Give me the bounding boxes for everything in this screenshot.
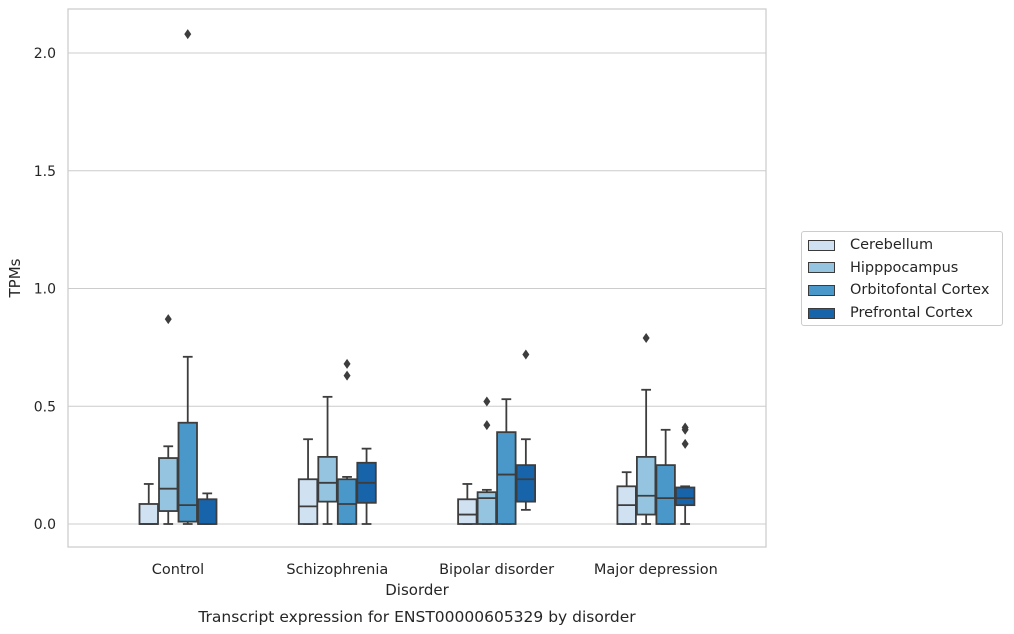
box-0-0: [138, 483, 159, 525]
box-2-0: [457, 483, 478, 525]
box-0-3: [197, 492, 218, 525]
box-body: [515, 464, 536, 503]
box-body: [138, 503, 159, 525]
outlier-point: [483, 396, 491, 407]
box-body: [476, 491, 498, 525]
x-tick-labels: Control Schizophrenia Bipolar disorder Majo…: [152, 562, 718, 578]
legend-swatch: [808, 307, 835, 319]
outlier-point: [642, 332, 650, 343]
box-1-0: [297, 438, 319, 525]
y-tick-label: 1.0: [34, 282, 56, 298]
box-body: [197, 498, 218, 525]
box-body: [317, 455, 338, 503]
x-axis-label: Disorder: [385, 581, 449, 599]
outlier-point: [343, 358, 351, 369]
box-1-3: [356, 447, 377, 525]
box-0-1: [158, 314, 179, 525]
x-tick-label: Schizophrenia: [286, 562, 388, 578]
legend-label: Hipppocampus: [850, 259, 959, 276]
outlier-point: [164, 314, 172, 325]
legend-item: Hipppocampus: [808, 258, 958, 278]
box-3-0: [616, 471, 637, 525]
chart-legend: Cerebellum Hipppocampus Orbitofontal Corte…: [801, 231, 1003, 326]
y-tick-label: 0.5: [34, 399, 56, 415]
legend-item: Cerebellum: [808, 235, 933, 255]
outlier-point: [184, 29, 192, 40]
box-groups: [138, 29, 696, 525]
box-3-1: [636, 332, 657, 525]
legend-label: Orbitofontal Cortex: [850, 282, 990, 299]
outlier-point: [343, 370, 351, 381]
legend-swatch: [808, 262, 835, 274]
outlier-point: [681, 422, 689, 433]
box-3-2: [655, 428, 676, 525]
box-2-3: [515, 349, 536, 511]
box-body: [177, 421, 198, 523]
box-3-3: [675, 422, 696, 525]
box-body: [636, 455, 657, 516]
y-tick-label: 0.0: [34, 517, 56, 533]
box-1-1: [317, 395, 338, 525]
chart-title: Transcript expression for ENST0000060532…: [197, 608, 636, 626]
outlier-point: [522, 349, 530, 360]
legend-swatch: [808, 239, 835, 251]
legend-label: Prefrontal Cortex: [850, 305, 973, 322]
grid-lines: [68, 52, 766, 525]
y-tick-labels: 0.0 0.5 1.0 1.5 2.0: [34, 46, 56, 533]
x-tick-label: Bipolar disorder: [439, 562, 554, 578]
legend-swatch: [808, 284, 835, 296]
y-tick-label: 2.0: [34, 46, 56, 62]
box-body: [457, 498, 478, 525]
legend-item: Orbitofontal Cortex: [808, 280, 989, 300]
outlier-point: [681, 438, 689, 449]
box-body: [496, 431, 517, 525]
legend-item: Prefrontal Cortex: [808, 303, 973, 323]
box-2-1: [476, 396, 498, 525]
box-2-2: [496, 398, 517, 525]
box-body: [158, 457, 179, 512]
plot-frame: [67, 8, 767, 548]
box-body: [336, 478, 358, 525]
box-body: [297, 478, 319, 525]
box-body: [675, 486, 696, 507]
box-1-2: [336, 358, 358, 525]
x-tick-label: Control: [152, 562, 204, 578]
box-0-2: [177, 29, 198, 525]
legend-label: Cerebellum: [850, 237, 934, 253]
x-tick-label: Major depression: [594, 562, 718, 578]
outlier-point: [483, 420, 491, 431]
box-body: [655, 464, 676, 525]
y-axis-label: TPMs: [6, 258, 24, 298]
y-tick-label: 1.5: [34, 164, 56, 180]
